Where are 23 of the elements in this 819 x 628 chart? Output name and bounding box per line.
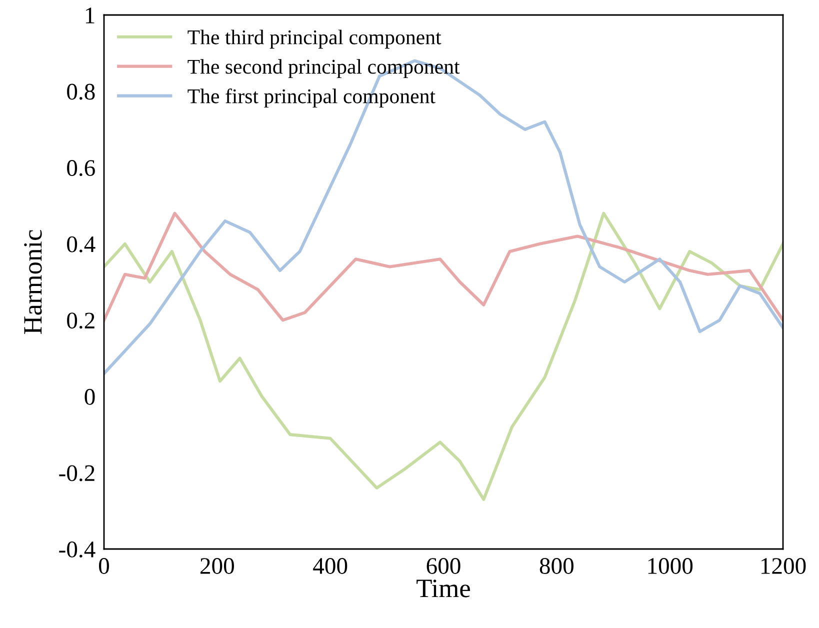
line-series <box>104 212 783 501</box>
y-tick-label: 0.8 <box>67 84 95 100</box>
y-tick-label: 0.4 <box>67 236 96 252</box>
line-series <box>104 59 783 376</box>
x-tick-label: 1200 <box>761 558 806 574</box>
x-tick-label: 400 <box>313 558 348 574</box>
y-tick-label: 1 <box>86 8 94 24</box>
x-tick-label: 0 <box>98 558 110 574</box>
y-tick-label: -0.4 <box>59 541 96 558</box>
line-series <box>104 212 783 322</box>
legend-label: The second principal component <box>188 59 460 78</box>
y-tick-label: 0.2 <box>67 312 94 329</box>
x-tick-label: 200 <box>200 558 234 574</box>
legend-label: The first principal component <box>188 88 436 108</box>
y-tick-label: 0 <box>84 388 95 405</box>
y-axis-title: Harmonic <box>24 230 42 334</box>
y-tick-label: -0.2 <box>59 465 94 482</box>
legend-label: The third principal component <box>188 30 442 49</box>
x-tick-label: 800 <box>540 558 574 574</box>
y-tick-label: 0.6 <box>67 160 95 176</box>
x-axis-title: Time <box>416 580 470 598</box>
x-tick-label: 600 <box>426 558 460 574</box>
x-tick-label: 1000 <box>648 558 693 574</box>
